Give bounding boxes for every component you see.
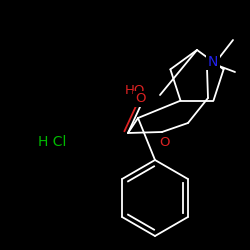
Text: HO: HO	[124, 84, 145, 96]
Text: O: O	[135, 92, 145, 106]
Text: O: O	[159, 136, 169, 148]
Text: H Cl: H Cl	[38, 135, 66, 149]
Text: N: N	[208, 55, 218, 69]
